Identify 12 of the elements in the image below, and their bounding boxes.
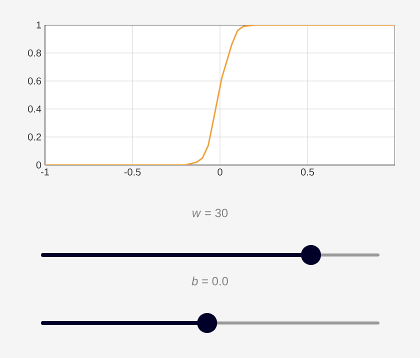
- x-tick-label: 0.5: [300, 168, 314, 176]
- text: b = 0.0: [192, 276, 228, 286]
- x-tick-label: 0: [218, 168, 222, 176]
- y-tick-label: 1: [36, 22, 41, 28]
- y-tick-label: 0.8: [28, 49, 42, 57]
- text: w = 30: [192, 208, 228, 218]
- y-tick-label: 0.6: [28, 77, 42, 85]
- y-tick-label: 0.2: [28, 133, 41, 141]
- y-tick-label: 0.4: [28, 105, 42, 113]
- x-tick-label: -0.5: [124, 168, 141, 176]
- y-tick-label: 0: [36, 161, 42, 169]
- x-tick-label: -1: [41, 168, 49, 176]
